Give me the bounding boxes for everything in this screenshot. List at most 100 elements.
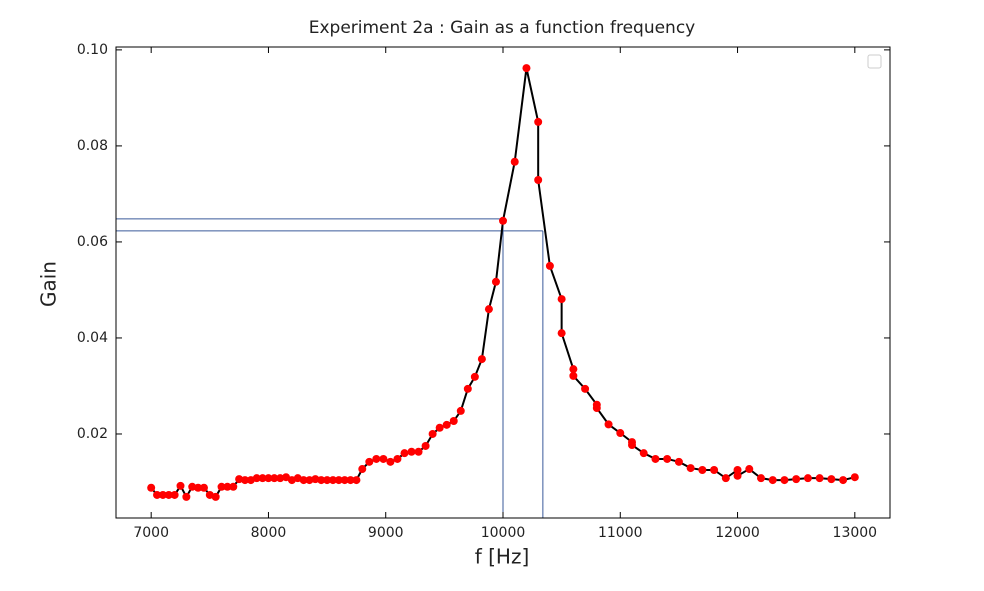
y-tick-label: 0.08 [77, 138, 108, 154]
data-point [449, 417, 458, 426]
data-point [757, 474, 765, 483]
data-point [276, 474, 285, 483]
data-point [484, 305, 493, 314]
data-point [721, 474, 730, 483]
x-tick-label: 11000 [598, 525, 643, 541]
data-point [407, 447, 416, 456]
data-point [557, 295, 566, 304]
data-point [264, 474, 273, 483]
data-point [803, 474, 812, 483]
data-point [733, 465, 742, 474]
data-point [698, 465, 707, 474]
data-point [372, 454, 381, 463]
data-point [710, 465, 719, 474]
data-point [545, 261, 554, 270]
data-point [194, 483, 203, 492]
x-tick-label: 8000 [251, 525, 287, 541]
data-point [393, 454, 402, 463]
data-point [217, 482, 226, 491]
data-point [569, 371, 578, 380]
data-point [241, 476, 249, 485]
data-point [839, 476, 848, 485]
y-tick-label: 0.02 [77, 426, 108, 442]
data-point [188, 482, 197, 491]
y-tick-label: 0.06 [77, 234, 108, 250]
data-point [616, 429, 625, 438]
data-point [340, 476, 349, 485]
data-point [674, 457, 683, 466]
data-point [768, 476, 777, 485]
data-point [386, 457, 395, 466]
data-point [780, 476, 789, 485]
data-point [311, 475, 320, 484]
data-point [235, 475, 244, 484]
data-point [745, 465, 754, 474]
data-point [176, 481, 185, 490]
data-point [223, 482, 232, 491]
data-point [358, 465, 367, 474]
data-point [604, 420, 613, 429]
data-point [334, 476, 343, 485]
x-axis-label: f [Hz] [475, 545, 530, 569]
data-point [428, 429, 437, 438]
data-point [639, 449, 648, 458]
data-point [147, 483, 156, 492]
data-point [170, 490, 179, 499]
x-tick-label: 7000 [133, 525, 169, 541]
x-tick-label: 12000 [715, 525, 760, 541]
data-point [352, 476, 361, 485]
data-point [463, 384, 472, 393]
data-point [470, 372, 479, 381]
data-point [477, 355, 486, 364]
data-point [211, 492, 220, 501]
y-tick-label: 0.10 [77, 42, 108, 58]
data-point [456, 406, 465, 415]
data-point [815, 474, 824, 483]
data-point [346, 476, 355, 485]
data-point [499, 216, 507, 225]
plot-frame [115, 46, 891, 519]
y-axis-label: Gain [37, 261, 61, 307]
data-point [827, 475, 836, 484]
data-point [270, 474, 279, 483]
x-tick-label: 10000 [481, 525, 526, 541]
x-tick-label: 13000 [833, 525, 878, 541]
data-point [534, 175, 543, 184]
data-point [317, 476, 326, 485]
data-point [442, 420, 451, 429]
data-point [229, 482, 238, 491]
data-point [199, 483, 208, 492]
data-point [557, 329, 566, 338]
x-tick-label: 9000 [368, 525, 404, 541]
data-point [581, 384, 590, 393]
data-point [158, 490, 167, 499]
data-point [733, 471, 742, 480]
data-point [663, 454, 672, 463]
data-point [491, 277, 500, 286]
data-point [435, 423, 444, 432]
data-point [510, 157, 519, 166]
data-point [400, 449, 409, 458]
chart-title: Experiment 2a : Gain as a function frequ… [309, 18, 696, 38]
data-point [164, 490, 173, 499]
data-point [328, 476, 337, 485]
data-point [414, 447, 423, 456]
data-point [592, 404, 601, 413]
data-point [365, 457, 374, 466]
data-point [258, 474, 267, 483]
data-point [299, 476, 308, 485]
data-point [323, 476, 332, 485]
data-point [522, 64, 531, 73]
data-point [252, 474, 261, 483]
data-point [379, 454, 388, 463]
data-point [153, 490, 162, 499]
data-point [182, 492, 191, 501]
data-point [628, 441, 636, 450]
data-point [569, 365, 578, 374]
legend [867, 54, 882, 69]
data-point [534, 117, 543, 126]
data-point [305, 476, 314, 485]
data-point [850, 473, 859, 482]
y-tick-label: 0.04 [77, 330, 108, 346]
